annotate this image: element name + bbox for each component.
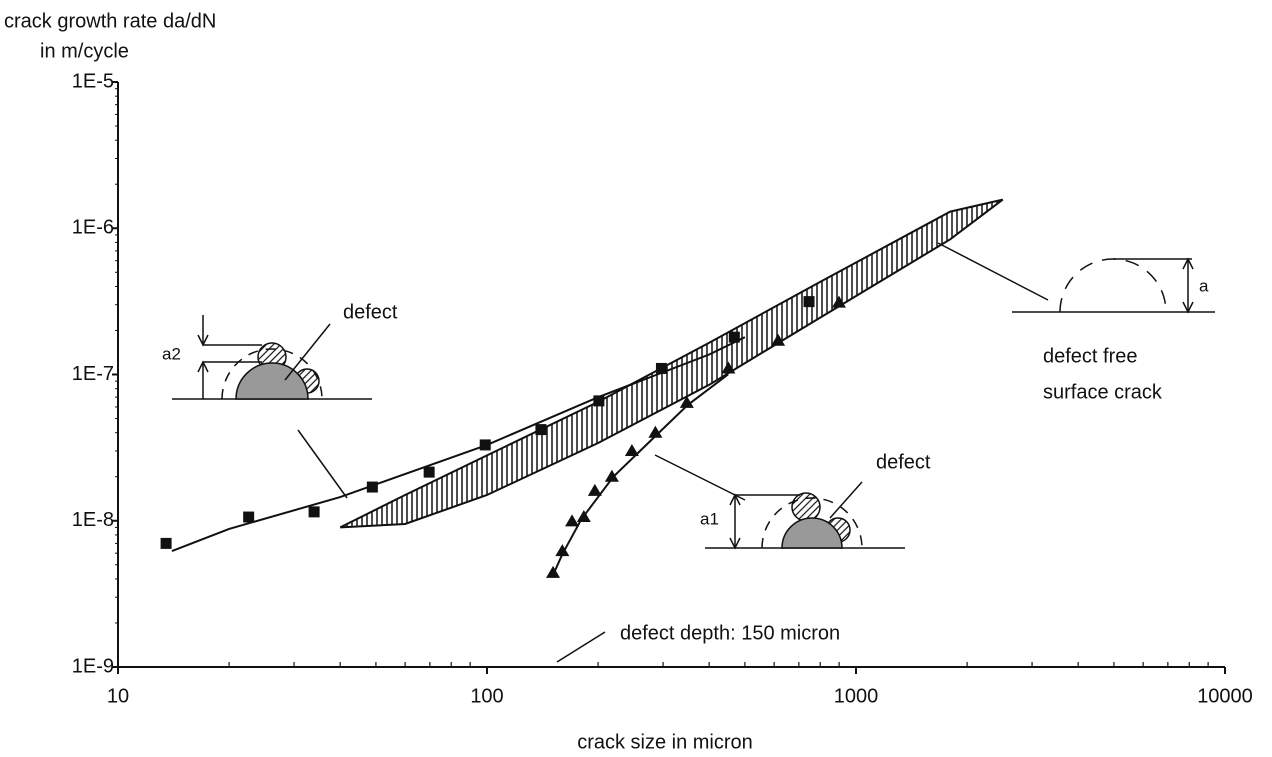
x-axis-label: crack size in micron	[577, 731, 753, 753]
square-marker	[479, 439, 491, 451]
square-marker	[655, 362, 667, 374]
y-tick-label: 1E-5	[72, 70, 114, 92]
annotation: defect	[343, 301, 398, 323]
annotation: surface crack	[1043, 381, 1163, 403]
y-axis-label: in m/cycle	[40, 40, 129, 62]
annotation: defect depth: 150 micron	[620, 622, 840, 644]
x-tick-label: 10	[107, 685, 129, 707]
annotation: defect free	[1043, 345, 1138, 367]
triangle-marker	[721, 361, 736, 374]
schematic-free	[937, 242, 1215, 314]
annotation: a2	[162, 344, 181, 363]
y-tick-label: 1E-9	[72, 655, 114, 677]
x-tick-label: 1000	[834, 685, 879, 707]
leader-lines	[297, 429, 746, 663]
triangle-marker	[831, 295, 846, 308]
schematic-left	[172, 315, 372, 400]
triangle-marker	[555, 544, 570, 557]
y-tick-label: 1E-8	[72, 509, 114, 531]
triangle-marker	[679, 395, 694, 408]
square-marker	[308, 506, 320, 518]
band-lower	[340, 198, 1004, 529]
y-tick-label: 1E-6	[72, 217, 114, 239]
annotation: defect	[876, 451, 931, 473]
square-marker	[366, 481, 378, 493]
square-marker	[728, 331, 740, 343]
band-upper	[339, 198, 1004, 529]
square-marker	[243, 511, 255, 523]
annotation: a1	[700, 509, 719, 528]
triangle-marker	[648, 425, 663, 438]
triangle-marker	[576, 510, 591, 523]
y-axis-label: crack growth rate da/dN	[4, 10, 216, 32]
annotation: a	[1199, 276, 1209, 295]
triangle-marker	[771, 333, 786, 346]
x-tick-label: 100	[470, 685, 503, 707]
triangle-marker	[565, 514, 580, 527]
x-tick-label: 10000	[1197, 685, 1253, 707]
square-marker	[160, 537, 172, 549]
triangle-marker	[604, 469, 619, 482]
square-marker	[803, 296, 815, 308]
square-marker	[593, 395, 605, 407]
triangle-marker	[546, 565, 561, 578]
y-tick-label: 1E-7	[72, 363, 114, 385]
triangle-marker	[587, 483, 602, 496]
triangle-marker	[624, 443, 639, 456]
schematic-right	[705, 481, 905, 550]
square-marker	[535, 424, 547, 436]
square-marker	[423, 466, 435, 478]
